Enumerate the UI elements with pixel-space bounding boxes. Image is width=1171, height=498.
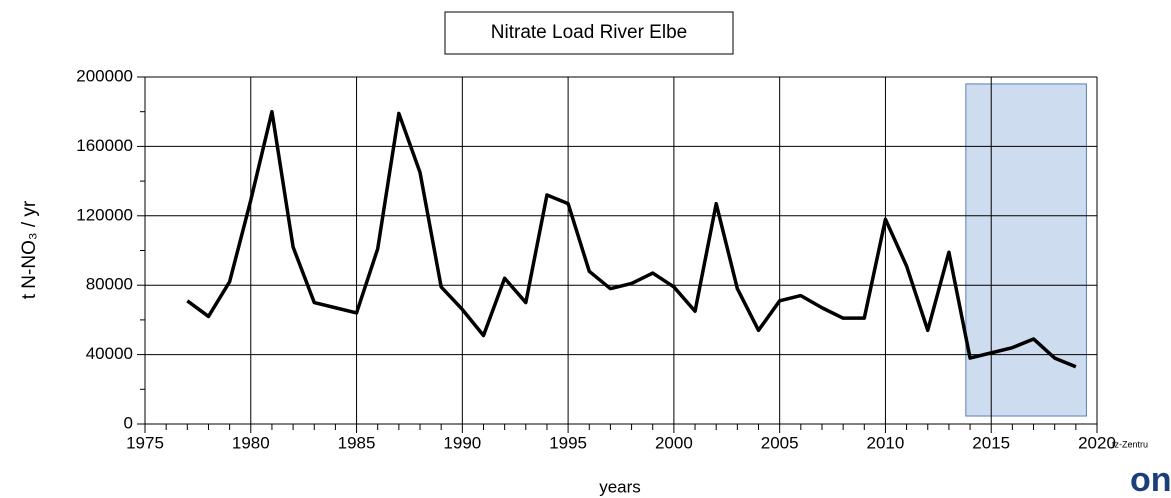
x-axis-label: years [599,477,641,496]
data-line [186,109,1077,369]
x-tick-label: 2020 [1078,433,1116,452]
y-tick-label: 120000 [76,205,133,224]
chart-title: Nitrate Load River Elbe [491,22,687,43]
x-tick-label: 2015 [972,433,1010,452]
watermark: on [1130,461,1171,498]
y-tick-label: 160000 [76,136,133,155]
y-axis-label: t N-NO₃ / yr [19,200,40,299]
x-tick-label: 2010 [867,433,905,452]
highlight-box [965,83,1087,417]
y-tick-label: 0 [124,413,133,432]
x-tick-label: 2005 [761,433,799,452]
x-tick-label: 1995 [549,433,587,452]
x-tick-label: 1985 [338,433,376,452]
y-tick-label: 80000 [86,275,133,294]
watermark: tz-Zentru [1112,439,1148,449]
x-tick-label: 1980 [232,433,270,452]
x-tick-label: 1975 [126,433,164,452]
x-tick-label: 2000 [655,433,693,452]
x-tick-label: 1990 [443,433,481,452]
y-tick-label: 200000 [76,66,133,85]
title-box [444,11,734,55]
y-tick-label: 40000 [86,344,133,363]
